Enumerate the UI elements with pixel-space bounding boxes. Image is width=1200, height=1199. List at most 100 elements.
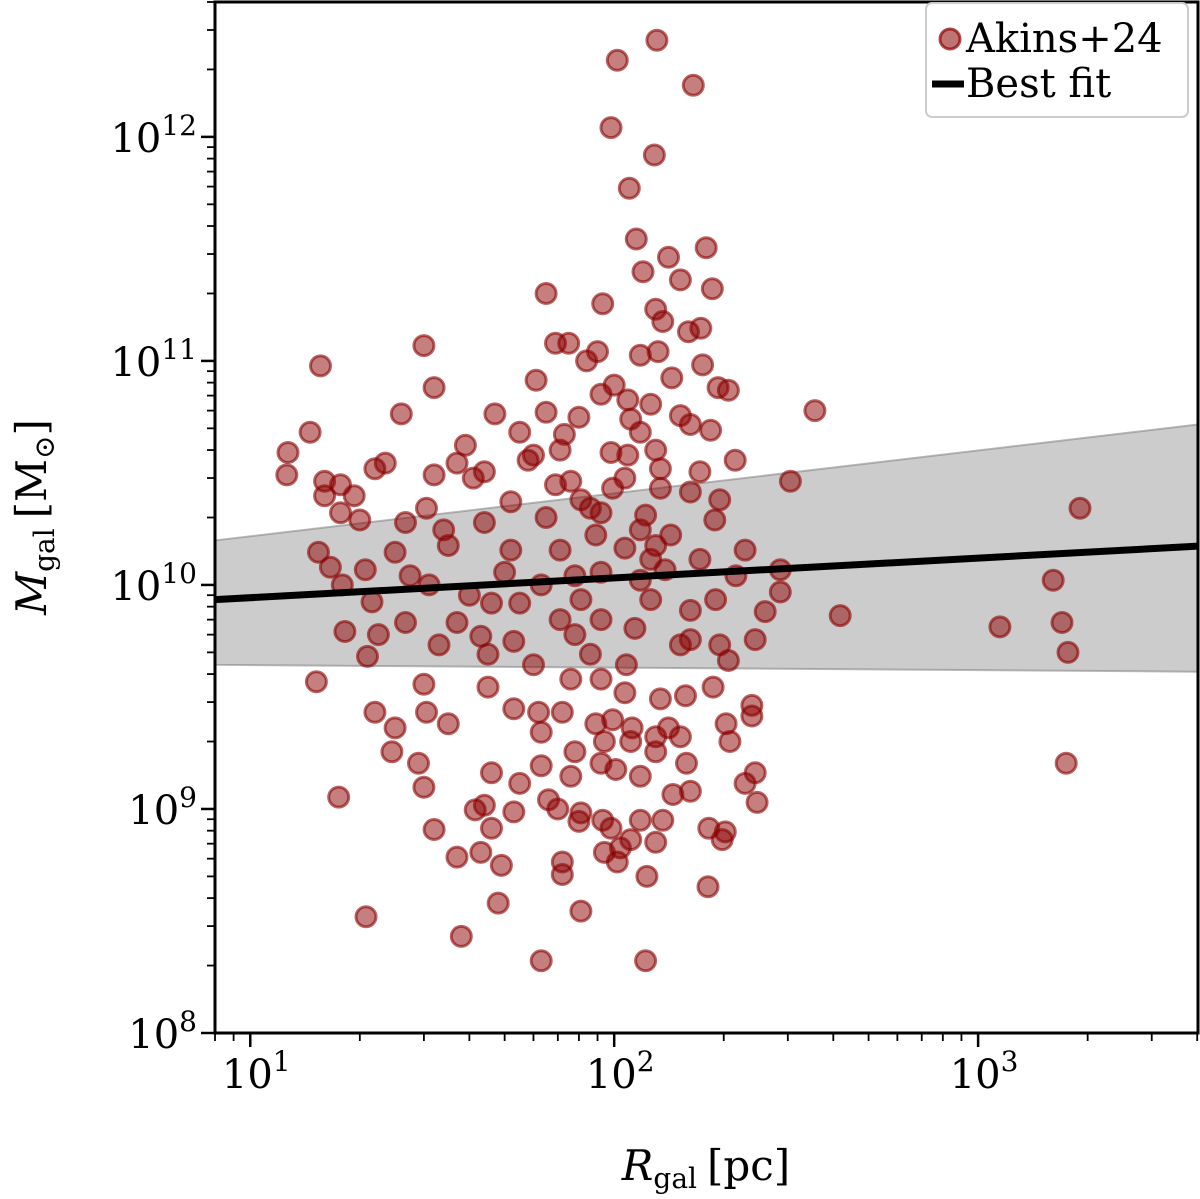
data-point <box>628 764 652 788</box>
data-point <box>508 771 532 795</box>
data-point <box>645 28 669 52</box>
data-point <box>1041 568 1065 592</box>
data-point <box>463 798 487 822</box>
data-point <box>599 116 623 140</box>
data-point <box>619 730 643 753</box>
y-tick-label: 1010 <box>110 557 197 610</box>
y-axis-label: Mgal[M⊙] <box>7 419 61 616</box>
data-point <box>733 771 757 795</box>
data-point <box>614 653 638 677</box>
data-point <box>480 591 503 615</box>
data-point <box>422 818 446 841</box>
data-point <box>524 368 548 392</box>
data-point <box>1068 496 1092 520</box>
data-point <box>740 704 764 728</box>
data-point <box>601 476 625 500</box>
data-point <box>613 681 637 705</box>
data-point <box>559 764 583 788</box>
data-point <box>678 598 702 622</box>
data-point <box>696 875 720 899</box>
x-tick-label: 103 <box>950 1045 1019 1098</box>
data-point <box>366 623 390 647</box>
data-point <box>407 751 430 775</box>
data-point <box>389 402 413 426</box>
data-point <box>412 672 436 696</box>
data-point <box>546 797 570 821</box>
data-point <box>383 540 407 564</box>
data-point <box>678 413 702 436</box>
data-point <box>678 480 702 504</box>
data-point <box>480 816 503 840</box>
best-fit-layer <box>214 542 1199 604</box>
data-point <box>668 268 692 292</box>
data-point <box>803 399 827 423</box>
data-point <box>436 712 460 736</box>
data-point <box>469 840 493 864</box>
axis-ticks-layer: 101 102 103 108 109 1010 1011 1012 <box>110 1 1199 1098</box>
data-point <box>575 349 599 373</box>
data-point <box>613 536 637 560</box>
data-point <box>550 700 574 724</box>
data-point <box>559 667 583 691</box>
legend-box <box>925 2 1189 118</box>
data-point <box>398 564 422 588</box>
data-point <box>394 611 417 634</box>
data-point <box>502 629 526 653</box>
data-point <box>616 443 640 467</box>
data-point <box>548 538 572 562</box>
data-point <box>476 675 500 699</box>
data-point <box>563 740 587 764</box>
data-point <box>1056 640 1080 664</box>
data-point <box>318 555 342 579</box>
data-point <box>623 616 647 640</box>
data-point <box>589 608 613 632</box>
data-point <box>691 353 715 377</box>
data-point <box>624 227 648 251</box>
data-point <box>700 277 724 301</box>
legend: Akins+24 Best fit <box>925 2 1189 118</box>
data-point <box>307 540 330 564</box>
data-point <box>445 845 469 869</box>
data-point <box>544 331 567 355</box>
data-point <box>412 334 436 358</box>
data-point <box>415 700 438 724</box>
data-point <box>699 418 723 442</box>
y-tick-label: 109 <box>128 781 197 834</box>
data-point <box>660 366 684 390</box>
data-point <box>648 457 672 481</box>
data-point <box>599 816 623 840</box>
data-point <box>589 667 613 691</box>
best-fit-line <box>214 542 1199 604</box>
data-point <box>694 236 718 260</box>
data-point <box>616 388 640 412</box>
data-point <box>617 176 641 200</box>
x-axis-label: Rgal [pc] <box>621 1141 790 1195</box>
data-point <box>701 675 725 699</box>
data-point <box>529 720 553 744</box>
confidence-band-layer <box>214 423 1199 673</box>
data-point <box>708 488 732 512</box>
data-point <box>422 376 446 400</box>
data-point <box>356 644 379 668</box>
data-point <box>499 538 523 562</box>
data-point <box>502 800 526 824</box>
data-point <box>644 830 668 854</box>
data-point <box>354 905 378 929</box>
data-point <box>675 751 698 775</box>
data-point <box>548 608 572 632</box>
data-point <box>648 687 672 711</box>
data-point <box>605 850 629 874</box>
data-point <box>718 730 742 753</box>
data-point <box>516 448 540 472</box>
data-point <box>648 476 672 500</box>
data-point <box>383 716 407 740</box>
data-point <box>723 448 747 472</box>
y-tick-label: 1012 <box>110 109 197 162</box>
data-point <box>527 700 551 724</box>
data-point <box>489 853 513 877</box>
data-point <box>412 775 436 799</box>
data-point <box>644 740 668 764</box>
data-point <box>436 534 460 557</box>
data-point <box>502 697 526 721</box>
data-point <box>422 463 446 487</box>
